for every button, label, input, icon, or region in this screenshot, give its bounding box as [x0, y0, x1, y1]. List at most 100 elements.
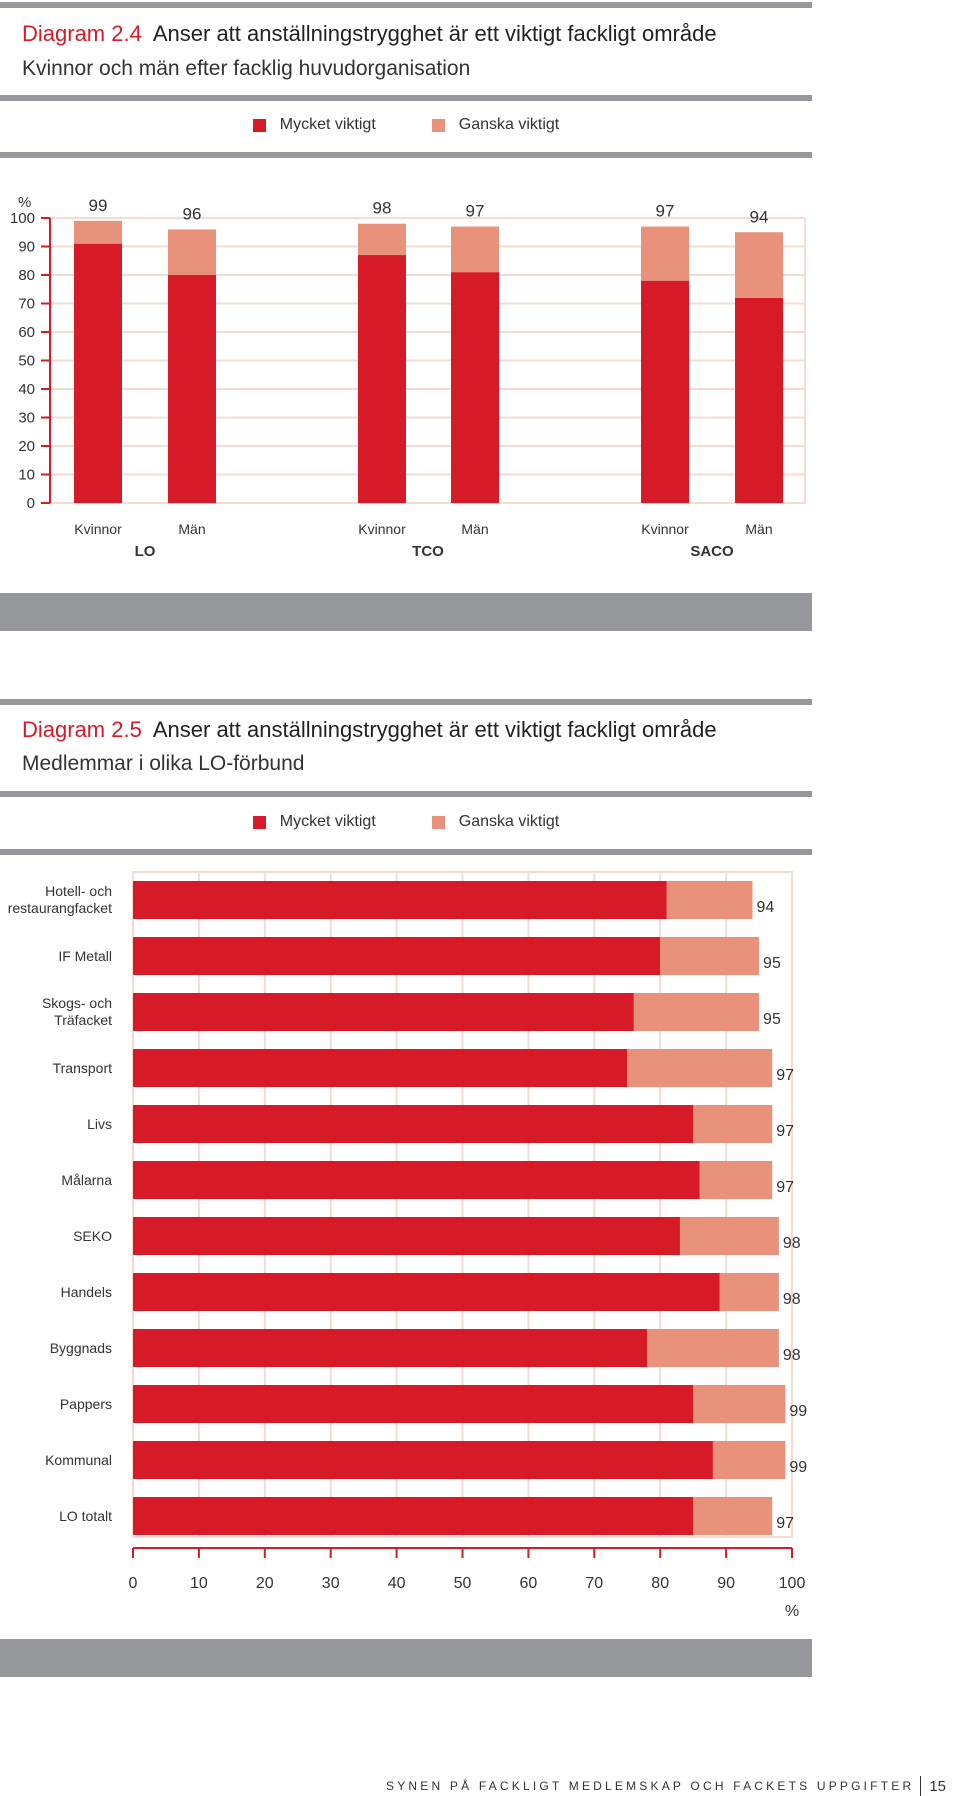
diagram2-rule-head [0, 699, 812, 705]
x-group-label: SACO [690, 543, 734, 560]
bar-mycket-viktigt [358, 255, 406, 503]
bar-total-label: 94 [756, 899, 774, 916]
bar-mycket-viktigt [133, 1497, 694, 1535]
bar-mycket-viktigt [133, 1049, 628, 1087]
diagram1-title: Diagram 2.4 Anser att anställningstryggh… [22, 21, 717, 47]
diagram2-subtitle: Medlemmar i olika LO-förbund [22, 752, 305, 775]
x-category-label: Kvinnor [358, 521, 406, 537]
bar-mycket-viktigt [133, 881, 667, 919]
bar-ganska-viktigt [74, 220, 122, 244]
y-tick-label: 0 [27, 495, 35, 512]
diagram2-rule-bottom [0, 849, 812, 855]
y-category-label: Träfacket [54, 1012, 112, 1028]
diagram2-rule-top [0, 791, 812, 797]
y-tick-label: 100 [10, 210, 35, 227]
bar-ganska-viktigt [693, 1385, 786, 1423]
diagram1-chart: 0 10 20 30 40 50 60 70 80 90 100% 99 Kvinnor 96 Män LO 9… [10, 194, 806, 560]
bar-ganska-viktigt [666, 881, 753, 919]
bar-total-label: 99 [89, 196, 108, 215]
bar-ganska-viktigt [735, 232, 783, 298]
y-category-label: Byggnads [50, 1340, 112, 1356]
bar-ganska-viktigt [647, 1329, 779, 1367]
diagram1-rule-bottom [0, 152, 812, 158]
bar-ganska-viktigt [712, 1441, 786, 1479]
bar-mycket-viktigt [641, 280, 689, 503]
bar-mycket-viktigt [133, 993, 634, 1031]
bar-total-label: 97 [656, 202, 675, 221]
bar-ganska-viktigt [679, 1217, 779, 1255]
legend-label-mycket: Mycket viktigt [279, 116, 376, 133]
diagram1-subtitle: Kvinnor och män efter facklig huvudorgan… [22, 57, 471, 80]
bar-ganska-viktigt [627, 1049, 773, 1087]
x-axis-unit: % [785, 1603, 799, 1620]
x-tick-label: 20 [256, 1575, 274, 1592]
bar-mycket-viktigt [133, 1329, 648, 1367]
diagram2-title: Diagram 2.5 Anser att anställningstryggh… [22, 717, 717, 743]
x-tick-label: 80 [651, 1575, 669, 1592]
y-category-label: Pappers [60, 1396, 112, 1412]
footer-text: SYNEN PÅ FACKLIGT MEDLEMSKAP OCH FACKETS… [386, 1779, 915, 1793]
bar-ganska-viktigt [699, 1161, 773, 1199]
bar-mycket-viktigt [735, 297, 783, 503]
legend-item-ganska: Ganska viktigt [431, 116, 559, 134]
bar-total-label: 95 [763, 955, 781, 972]
bar-total-label: 97 [466, 202, 485, 221]
legend2-swatch-mycket [252, 815, 266, 829]
legend-item-mycket: Mycket viktigt [252, 116, 376, 134]
diagram1-legend: Mycket viktigt Ganska viktigt [0, 116, 812, 134]
y-tick-label: 20 [18, 438, 35, 455]
bar-ganska-viktigt [358, 223, 406, 256]
y-tick-label: 40 [18, 381, 35, 398]
bar-mycket-viktigt [133, 1161, 700, 1199]
y-category-label: Livs [87, 1116, 112, 1132]
x-tick-label: 30 [322, 1575, 340, 1592]
bar-mycket-viktigt [74, 243, 122, 503]
footer-separator [920, 1776, 922, 1796]
x-tick-label: 90 [717, 1575, 735, 1592]
bar-mycket-viktigt [451, 272, 499, 503]
x-tick-label: 100 [779, 1575, 806, 1592]
y-category-label: Handels [61, 1284, 112, 1300]
y-category-label: Målarna [61, 1172, 112, 1188]
bar-ganska-viktigt [633, 993, 760, 1031]
y-tick-label: 10 [18, 467, 35, 484]
bar-ganska-viktigt [451, 226, 499, 273]
diagram1-rule-top [0, 95, 812, 101]
diagram1-number: Diagram 2.4 [22, 21, 142, 46]
legend2-item-ganska: Ganska viktigt [431, 813, 560, 831]
bar-total-label: 97 [776, 1515, 794, 1532]
x-group-label: TCO [412, 543, 444, 560]
legend-swatch-mycket [252, 118, 266, 132]
y-tick-label: 60 [18, 324, 35, 341]
legend2-label-ganska: Ganska viktigt [458, 813, 560, 830]
y-tick-label: 80 [18, 267, 35, 284]
x-group-label: LO [135, 543, 156, 560]
bar-total-label: 97 [776, 1067, 794, 1084]
bar-mycket-viktigt [133, 1385, 694, 1423]
legend-swatch-ganska [431, 118, 445, 132]
bar-ganska-viktigt [719, 1273, 779, 1311]
x-tick-label: 70 [585, 1575, 603, 1592]
bar-total-label: 95 [763, 1011, 781, 1028]
diagram1-footer-bar [0, 593, 812, 631]
y-category-label: IF Metall [58, 948, 112, 964]
diagram2-number: Diagram 2.5 [22, 717, 142, 742]
x-tick-label: 10 [190, 1575, 208, 1592]
bar-ganska-viktigt [641, 226, 689, 281]
bar-total-label: 98 [783, 1235, 801, 1252]
x-category-label: Män [178, 521, 205, 537]
top-rule [0, 2, 812, 8]
bar-mycket-viktigt [133, 1441, 713, 1479]
x-category-label: Kvinnor [74, 521, 122, 537]
y-category-label: SEKO [73, 1228, 112, 1244]
x-tick-label: 0 [129, 1575, 138, 1592]
y-category-label: restaurangfacket [8, 900, 112, 916]
bar-total-label: 99 [789, 1403, 807, 1420]
y-category-label: Skogs- och [42, 995, 112, 1011]
bar-mycket-viktigt [133, 1273, 720, 1311]
y-category-label: Transport [53, 1060, 113, 1076]
bar-mycket-viktigt [133, 1105, 694, 1143]
diagram2-title-text: Anser att anställningstrygghet är ett vi… [152, 717, 717, 742]
x-tick-label: 50 [454, 1575, 472, 1592]
